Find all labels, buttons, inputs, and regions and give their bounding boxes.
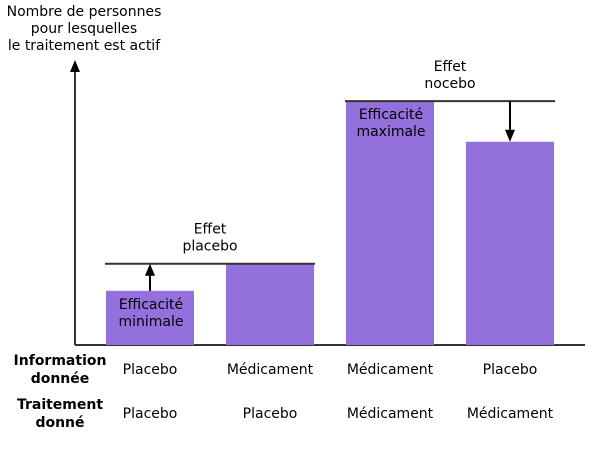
row-header-2: Traitement donné	[17, 397, 103, 431]
annotation-arrow-icon-2	[505, 129, 515, 142]
bar-label-3: Efficacité maximale	[356, 107, 425, 140]
row-1-cell-3: Médicament	[347, 362, 434, 378]
bar-1	[106, 290, 194, 345]
row-2-cell-2: Placebo	[243, 406, 298, 422]
row-2-cell-3: Médicament	[347, 406, 434, 422]
row-header-1: Information donnée	[14, 353, 107, 387]
row-2-cell-4: Médicament	[467, 406, 554, 422]
y-axis-label: Nombre de personnes pour lesquelles le tra…	[7, 4, 162, 54]
annotation-arrow-icon-1	[145, 263, 155, 276]
row-1-cell-4: Placebo	[483, 362, 538, 378]
y-axis-arrow-icon	[70, 60, 80, 72]
bar-3	[346, 101, 434, 345]
annotation-label-1: Effet placebo	[182, 222, 237, 255]
bar-label-1: Efficacité minimale	[118, 297, 183, 330]
bar-2	[226, 263, 314, 345]
row-2-cell-1: Placebo	[123, 406, 178, 422]
row-1-cell-1: Placebo	[123, 362, 178, 378]
annotation-label-2: Effet nocebo	[424, 59, 475, 92]
bar-4	[466, 141, 554, 345]
row-1-cell-2: Médicament	[227, 362, 314, 378]
